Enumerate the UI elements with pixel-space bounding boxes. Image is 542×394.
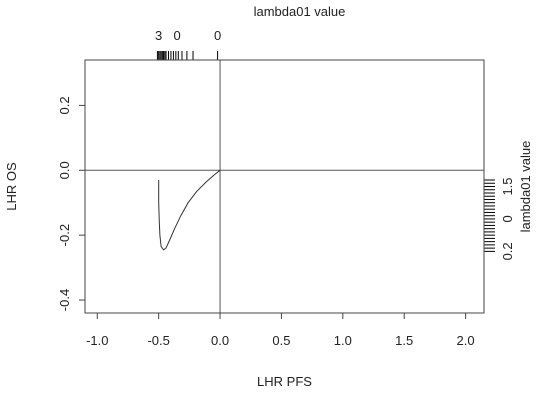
x-tick-label: 0.0: [211, 333, 229, 348]
y-tick-label: 0.2: [57, 96, 72, 114]
x-tick-label: 2.0: [457, 333, 475, 348]
series-line: [158, 169, 221, 251]
x-axis-title: LHR PFS: [257, 374, 312, 389]
right-tick-label: 1.5: [500, 177, 515, 195]
x-tick-label: 1.5: [395, 333, 413, 348]
rug-layer: [156, 51, 495, 252]
right-axis-title: lambda01 value: [518, 141, 533, 233]
top-tick-label: 0: [173, 28, 180, 43]
x-tick-label: 0.5: [272, 333, 290, 348]
x-tick-label: -0.5: [147, 333, 169, 348]
top-axis-title: lambda01 value: [254, 4, 346, 19]
y-axis-title: LHR OS: [4, 162, 19, 211]
top-tick-label: 3: [155, 28, 162, 43]
axis-ticks-layer: -1.0 -0.5 0.0 0.5 1.0 1.5 2.0-0.4-0.20.00.23 0 0…: [57, 28, 515, 348]
y-tick-label: -0.2: [57, 224, 72, 246]
x-tick-label: -1.0: [86, 333, 108, 348]
right-tick-label: 0.2: [500, 242, 515, 260]
y-tick-label: 0.0: [57, 161, 72, 179]
top-tick-label: 0: [214, 28, 221, 43]
right-tick-label: 0: [500, 215, 515, 222]
y-tick-label: -0.4: [57, 289, 72, 311]
plot-frame: [84, 59, 485, 314]
x-tick-label: 1.0: [334, 333, 352, 348]
